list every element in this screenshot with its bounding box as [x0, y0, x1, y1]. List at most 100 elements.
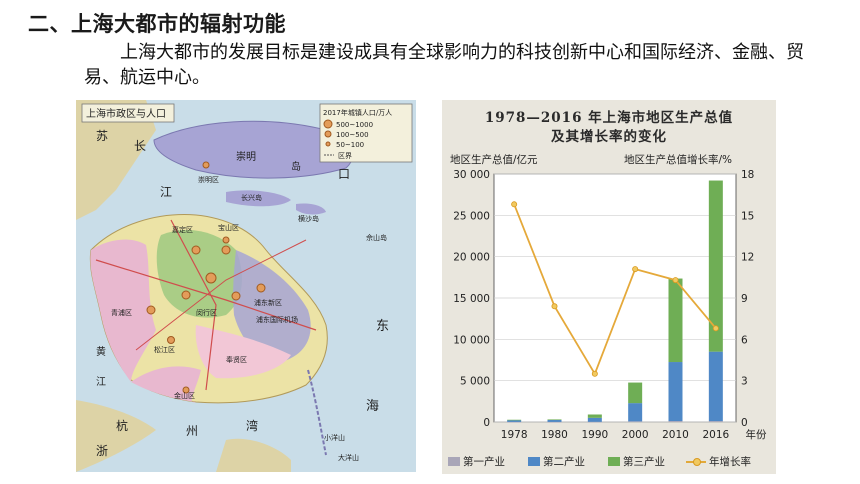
section-heading: 二、上海大都市的辐射功能 — [28, 12, 286, 36]
chart-bar-primary — [547, 421, 562, 423]
map-title-box — [81, 103, 175, 123]
map-label-river: 江 — [96, 376, 106, 388]
chart-y2tick-label: 3 — [741, 376, 748, 388]
chart-bar-primary — [507, 421, 522, 423]
chart-growth-point — [712, 325, 719, 332]
chart-xtick-label: 1990 — [581, 429, 608, 441]
chart-growth-point — [672, 277, 679, 284]
map-label-huang: 黄 — [96, 345, 106, 358]
section-paragraph: 上海大都市的发展目标是建设成具有全球影响力的科技创新中心和国际经济、金融、贸易、… — [84, 40, 824, 90]
map-label-songjiang: 松江区 — [154, 345, 175, 354]
legend-swatch-growth — [686, 457, 706, 466]
map-label-qingpu: 青浦区 — [111, 308, 132, 317]
chart-y2tick-label: 0 — [741, 417, 748, 429]
map-label-jinshan: 金山区 — [174, 391, 195, 400]
map-legend-title: 2017年城镇人口/万人 — [323, 108, 392, 117]
chart-xtick-label: 2010 — [662, 429, 689, 441]
map-label-zhe: 浙 — [96, 444, 108, 458]
map-label-xiaoyangshan: 小洋山 — [324, 433, 345, 442]
gdp-chart: 1978—2016 年上海市地区生产总值 及其增长率的变化 地区生产总值/亿元 … — [442, 100, 776, 474]
legend-swatch-primary — [448, 457, 460, 466]
legend-item-tertiary: 第三产业 — [608, 454, 665, 469]
map-city-dot — [191, 245, 201, 255]
map-legend-item-3: 50~100 — [336, 141, 364, 149]
chart-bar-tertiary — [628, 382, 643, 404]
shanghai-district-map: 上海市政区与人口 2017年城镇人口/万人 500~1000 100~500 5… — [76, 100, 416, 472]
map-legend-box — [319, 103, 413, 163]
map-label-changxing: 长兴岛 — [241, 193, 262, 202]
chart-y2tick-label: 6 — [741, 334, 748, 346]
map-city-dot — [256, 283, 266, 293]
map-hengsha-island — [296, 203, 326, 215]
map-label-minhang: 闵行区 — [196, 308, 217, 317]
chart-ytick-label: 25 000 — [453, 210, 490, 222]
map-label-chongming-city: 崇明区 — [198, 176, 219, 184]
legend-label-growth: 年增长率 — [709, 456, 751, 468]
chart-bar-tertiary — [668, 278, 683, 363]
map-label-jiangsu: 苏 — [96, 129, 108, 143]
map-city-dot — [167, 336, 175, 344]
map-label-pudong: 浦东新区 — [254, 298, 282, 307]
map-donghai-bridge — [307, 369, 327, 456]
legend-item-primary: 第一产业 — [448, 454, 505, 469]
chart-ticks: 30 000 25 000 20 000 15 000 10 000 5 000 0 18 15… — [453, 169, 767, 441]
map-label-chongming: 崇明 — [236, 151, 256, 163]
chart-plot: 30 000 25 000 20 000 15 000 10 000 5 000 0 18 15… — [453, 169, 767, 441]
chart-ytick-label: 10 000 — [453, 334, 490, 346]
chart-title: 1978—2016 年上海市地区生产总值 — [484, 110, 734, 126]
map-land-zhejiang — [76, 400, 156, 472]
map-land-jiangsu — [76, 100, 156, 220]
map-label-hang: 杭 — [116, 418, 128, 433]
map-graphic: 上海市政区与人口 2017年城镇人口/万人 500~1000 100~500 5… — [76, 100, 416, 472]
map-title: 上海市政区与人口 — [86, 107, 166, 120]
chart-growth-point — [632, 266, 639, 273]
chart-y2tick-label: 12 — [741, 252, 754, 264]
chart-bar-primary — [668, 421, 683, 422]
map-road-3 — [135, 239, 307, 351]
map-label-hengsha: 横沙岛 — [298, 214, 319, 223]
chart-y2tick-label: 18 — [741, 169, 754, 181]
paragraph-text: 上海大都市的发展目标是建设成具有全球影响力的科技创新中心和国际经济、金融、贸易、… — [84, 42, 804, 88]
map-label-east: 东 — [376, 319, 389, 334]
chart-bar-secondary — [507, 420, 522, 422]
chart-growth-point — [551, 303, 558, 310]
map-city-dot — [182, 386, 190, 394]
map-legend-dot-large — [323, 119, 333, 129]
map-city-dot — [231, 291, 241, 301]
chart-xtick-label: 2000 — [622, 429, 649, 441]
map-legend-dot-small — [325, 141, 331, 147]
legend-label-primary: 第一产业 — [463, 456, 505, 468]
chart-growth-line — [511, 201, 719, 377]
map-label-baoshan: 宝山区 — [218, 223, 239, 232]
map-changxing-island — [226, 190, 291, 207]
map-label-sheshan: 佘山岛 — [366, 233, 387, 242]
map-land-south — [216, 438, 291, 472]
map-label-sea: 海 — [366, 399, 379, 414]
chart-y2tick-label: 9 — [741, 293, 748, 305]
chart-bar-primary — [628, 421, 643, 422]
chart-bar-primary — [708, 421, 723, 422]
map-city-dot — [205, 272, 217, 284]
map-road-1 — [95, 259, 317, 331]
map-road-2 — [170, 219, 217, 391]
chart-ytick-label: 0 — [483, 417, 490, 429]
chart-bar-secondary — [628, 403, 643, 422]
map-qingpu-area — [90, 239, 156, 382]
map-city-dot — [181, 290, 191, 300]
chart-ytick-label: 30 000 — [453, 169, 490, 181]
map-label-mouth: 口 — [338, 167, 350, 181]
map-label-changjiang: 长 — [134, 139, 146, 153]
map-pudong-area — [233, 250, 311, 362]
legend-item-secondary: 第二产业 — [528, 454, 585, 469]
chart-bar-secondary — [668, 362, 683, 422]
chart-growth-polyline — [513, 203, 717, 376]
legend-item-growth: 年增长率 — [686, 454, 751, 469]
map-city-dot — [221, 245, 231, 255]
chart-legend: 第一产业 第二产业 第三产业 年增长率 — [446, 452, 776, 470]
map-city-dot — [202, 161, 210, 169]
chart-grid — [494, 173, 736, 423]
legend-swatch-secondary — [528, 457, 540, 466]
chart-bar-tertiary — [547, 419, 562, 421]
map-legend-item-2: 100~500 — [336, 131, 369, 139]
chart-xtick-label: 1980 — [541, 429, 568, 441]
